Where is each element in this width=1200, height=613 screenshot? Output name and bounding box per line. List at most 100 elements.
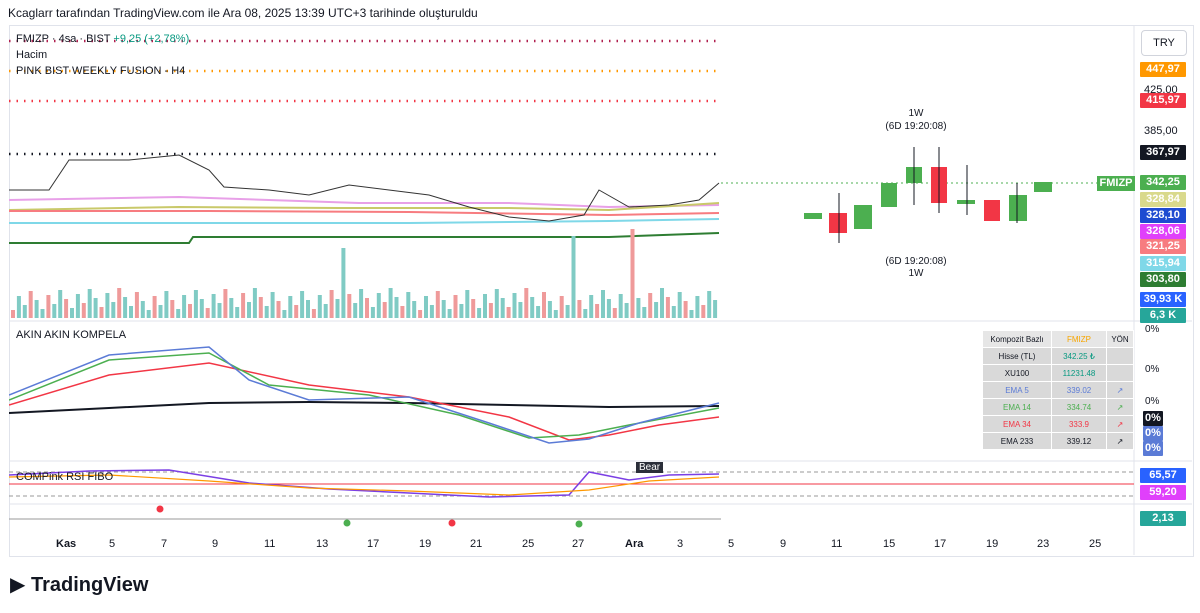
volume-bar [524, 288, 529, 318]
volume-legend[interactable]: Hacim [16, 49, 48, 61]
composite-table: Kompozit Bazlı FMIZP YÖN Hisse (TL) 342.2… [982, 330, 1134, 450]
volume-bar [235, 307, 240, 318]
time-axis-label: 23 [1037, 538, 1050, 550]
volume-bar [654, 302, 659, 318]
volume-bar [394, 297, 399, 318]
table-row: EMA 14 334.74 ↗ [982, 398, 1134, 416]
pane3-box-2: 2,13 [1140, 511, 1186, 526]
pane2-title[interactable]: AKIN AKIN KOMPELA [16, 329, 127, 341]
volume-bar [660, 288, 664, 318]
volume-bar [64, 299, 69, 318]
volume-bar [199, 299, 204, 318]
volume-bar [382, 302, 387, 318]
volume-bar [241, 293, 246, 318]
volume-bar [99, 307, 104, 318]
price-box-3: 342,25 [1140, 175, 1186, 190]
price-box-10: 39,93 K [1140, 292, 1186, 307]
volume-bar [52, 304, 57, 318]
table-row: XU100 11231.48 [982, 364, 1134, 382]
volume-bar [46, 295, 51, 318]
table-cell-value: 339.12 [1051, 432, 1107, 450]
pane2-box-2: 0% [1143, 441, 1163, 456]
symbol-legend[interactable]: FMIZP · 4sa · BIST +9,25 (+2,78%) [16, 33, 189, 45]
volume-bar [365, 298, 369, 318]
signal-dot-buy [343, 519, 351, 527]
tradingview-logo-icon: ▶ [10, 574, 26, 596]
volume-bar [146, 310, 151, 318]
volume-bar [683, 301, 688, 318]
volume-bar [406, 292, 411, 318]
volume-bar [16, 296, 21, 318]
tradingview-logo: ▶ TradingView [10, 572, 148, 597]
volume-bar [270, 292, 275, 318]
volume-bar [164, 291, 169, 318]
table-cell-dir [1106, 364, 1134, 382]
volume-bar [22, 305, 27, 318]
weekly-time-top: (6D 19:20:08) [885, 121, 947, 132]
ema-233-line [9, 400, 720, 414]
volume-bar [465, 290, 470, 318]
volume-bar [300, 291, 305, 318]
study-legend[interactable]: PINK BIST WEEKLY FUSION - H4 [16, 65, 186, 77]
volume-bar [111, 302, 116, 318]
volume-bar [347, 294, 352, 318]
chart-canvas[interactable] [9, 25, 1192, 555]
volume-bar [311, 309, 316, 318]
time-axis-label: 5 [728, 538, 735, 550]
price-box-2: 367,97 [1140, 145, 1186, 160]
symbol-change: +9,25 (+2,78%) [113, 33, 190, 45]
rsi-line [9, 469, 720, 498]
band-line-cyan [9, 218, 720, 224]
volume-bar [140, 301, 145, 318]
volume-bar [571, 236, 576, 318]
table-row: Hisse (TL) 342.25 ₺ [982, 347, 1134, 365]
band-line-red [9, 210, 720, 217]
volume-bar [288, 296, 293, 318]
volume-bars [11, 229, 718, 318]
volume-bar [477, 308, 482, 318]
time-axis-label: 7 [161, 538, 168, 550]
bear-signal-label: Bear [636, 462, 664, 473]
volume-bar [577, 300, 582, 318]
pane2-pct-3: 0% [1145, 396, 1160, 407]
time-axis-label: Ara [625, 538, 644, 550]
table-cell-value: 339.02 [1051, 381, 1107, 399]
volume-bar [93, 298, 98, 318]
ticker-tag: FMIZP [1097, 176, 1135, 191]
ema-14-line [9, 352, 720, 439]
weekly-candles [804, 147, 1052, 243]
pane3-title[interactable]: COMPink RSI FIBO [16, 471, 114, 483]
volume-bar [176, 309, 181, 318]
volume-bar [317, 295, 322, 318]
volume-bar [40, 309, 45, 318]
volume-bar [648, 293, 653, 318]
table-cell-dir: ↗ [1106, 398, 1134, 416]
time-axis-label: 9 [212, 538, 219, 550]
table-cell-value: 334.74 [1051, 398, 1107, 416]
volume-bar [500, 298, 505, 318]
time-axis-label: 17 [367, 538, 380, 550]
volume-bar [211, 294, 216, 318]
time-axis-label: 25 [1089, 538, 1102, 550]
currency-button[interactable]: TRY [1141, 30, 1187, 56]
volume-bar [601, 290, 605, 318]
volume-bar [713, 300, 718, 318]
volume-bar [488, 303, 493, 318]
volume-bar [400, 306, 405, 318]
volume-bar [34, 300, 39, 318]
volume-bar [388, 288, 393, 318]
signal-dot-sell [156, 505, 164, 513]
table-cell-dir: ↗ [1106, 381, 1134, 399]
volume-bar [117, 288, 122, 318]
time-axis-label: 11 [264, 538, 276, 550]
volume-bar [665, 297, 670, 318]
time-axis-label: 27 [572, 538, 585, 550]
band-line-pink [9, 195, 720, 209]
table-cell-name: EMA 14 [982, 398, 1052, 416]
table-cell-dir: ↗ [1106, 432, 1134, 450]
volume-bar [606, 299, 611, 318]
volume-bar [276, 301, 281, 318]
time-axis-label: 5 [109, 538, 116, 550]
volume-bar [547, 301, 552, 318]
rsi-signal-line [9, 474, 720, 496]
